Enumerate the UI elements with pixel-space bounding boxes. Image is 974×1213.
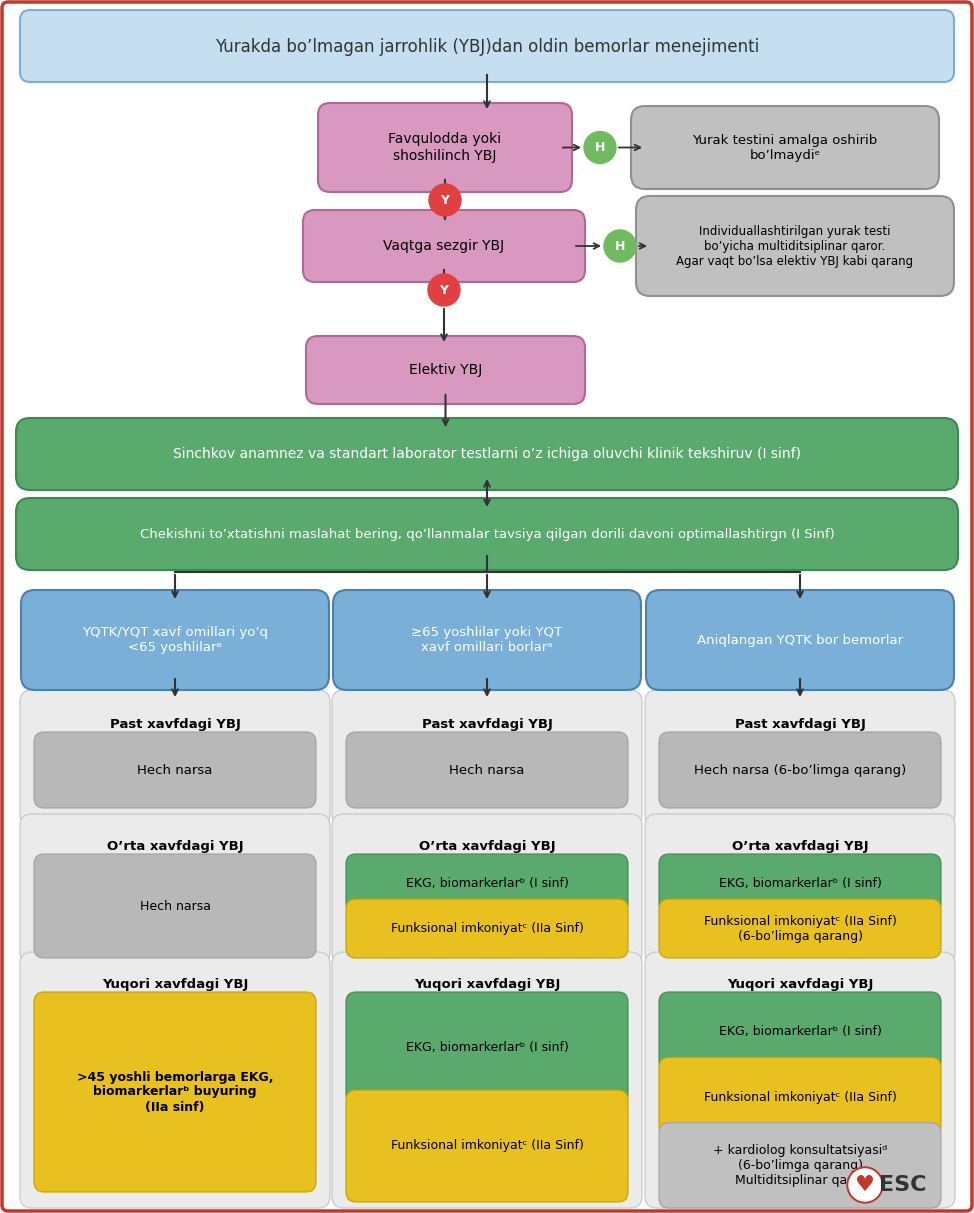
FancyBboxPatch shape xyxy=(332,814,642,964)
FancyBboxPatch shape xyxy=(16,499,958,570)
FancyBboxPatch shape xyxy=(34,731,316,808)
Text: Yuqori xavfdagi YBJ: Yuqori xavfdagi YBJ xyxy=(414,978,560,991)
Circle shape xyxy=(428,274,460,306)
FancyBboxPatch shape xyxy=(346,854,628,913)
Text: Y: Y xyxy=(439,284,448,296)
Text: ESC: ESC xyxy=(880,1175,926,1195)
Text: Hech narsa (6-bo’limga qarang): Hech narsa (6-bo’limga qarang) xyxy=(693,763,906,776)
Text: Past xavfdagi YBJ: Past xavfdagi YBJ xyxy=(422,718,552,730)
Text: Individuallashtirilgan yurak testi
bo’yicha multiditsiplinar qaror.
Agar vaqt bo: Individuallashtirilgan yurak testi bo’yi… xyxy=(676,224,914,268)
Text: ≥65 yoshlilar yoki YQT
xavf omillari borlarᵃ: ≥65 yoshlilar yoki YQT xavf omillari bor… xyxy=(411,626,563,654)
Text: ♥: ♥ xyxy=(855,1175,875,1195)
FancyBboxPatch shape xyxy=(631,106,939,189)
Circle shape xyxy=(604,230,636,262)
FancyBboxPatch shape xyxy=(659,1058,941,1137)
Text: Sinchkov anamnez va standart laborator testlarni o’z ichiga oluvchi klinik teksh: Sinchkov anamnez va standart laborator t… xyxy=(173,448,801,461)
Text: >45 yoshli bemorlarga EKG,
biomarkerlarᵇ buyuring
(IIa sinf): >45 yoshli bemorlarga EKG, biomarkerlarᵇ… xyxy=(77,1071,274,1114)
FancyBboxPatch shape xyxy=(346,1090,628,1202)
Circle shape xyxy=(429,184,461,216)
Text: Funksional imkoniyatᶜ (IIa Sinf): Funksional imkoniyatᶜ (IIa Sinf) xyxy=(391,1139,583,1152)
FancyBboxPatch shape xyxy=(636,197,954,296)
Text: Yuqori xavfdagi YBJ: Yuqori xavfdagi YBJ xyxy=(727,978,873,991)
FancyBboxPatch shape xyxy=(346,731,628,808)
Text: Yuqori xavfdagi YBJ: Yuqori xavfdagi YBJ xyxy=(102,978,248,991)
FancyBboxPatch shape xyxy=(303,210,585,281)
Text: Yurakda bo’lmagan jarrohlik (YBJ)dan oldin bemorlar menejimenti: Yurakda bo’lmagan jarrohlik (YBJ)dan old… xyxy=(215,38,759,56)
Text: Funksional imkoniyatᶜ (IIa Sinf): Funksional imkoniyatᶜ (IIa Sinf) xyxy=(391,922,583,935)
FancyBboxPatch shape xyxy=(20,952,330,1208)
Text: H: H xyxy=(615,239,625,252)
FancyBboxPatch shape xyxy=(346,899,628,958)
FancyBboxPatch shape xyxy=(20,690,330,826)
Text: Hech narsa: Hech narsa xyxy=(139,900,210,912)
Text: O’rta xavfdagi YBJ: O’rta xavfdagi YBJ xyxy=(107,839,244,853)
FancyBboxPatch shape xyxy=(646,590,954,690)
Text: YQTK/YQT xavf omillari yo’q
<65 yoshlilarᵃ: YQTK/YQT xavf omillari yo’q <65 yoshlila… xyxy=(82,626,268,654)
FancyBboxPatch shape xyxy=(659,1123,941,1208)
Circle shape xyxy=(849,1169,881,1201)
Text: Y: Y xyxy=(440,194,449,206)
Text: Chekishni to’xtatishni maslahat bering, qo’llanmalar tavsiya qilgan dorili davon: Chekishni to’xtatishni maslahat bering, … xyxy=(139,528,835,541)
FancyBboxPatch shape xyxy=(306,336,585,404)
Text: O’rta xavfdagi YBJ: O’rta xavfdagi YBJ xyxy=(731,839,868,853)
Circle shape xyxy=(847,1167,883,1203)
Circle shape xyxy=(584,131,616,164)
Text: EKG, biomarkerlarᵇ (I sinf): EKG, biomarkerlarᵇ (I sinf) xyxy=(405,877,569,890)
FancyBboxPatch shape xyxy=(659,899,941,958)
Text: Past xavfdagi YBJ: Past xavfdagi YBJ xyxy=(109,718,241,730)
Text: Hech narsa: Hech narsa xyxy=(137,763,212,776)
FancyBboxPatch shape xyxy=(20,10,954,82)
FancyBboxPatch shape xyxy=(20,814,330,964)
FancyBboxPatch shape xyxy=(333,590,641,690)
FancyBboxPatch shape xyxy=(16,418,958,490)
FancyBboxPatch shape xyxy=(659,992,941,1071)
FancyBboxPatch shape xyxy=(346,992,628,1104)
Text: Past xavfdagi YBJ: Past xavfdagi YBJ xyxy=(734,718,866,730)
FancyBboxPatch shape xyxy=(645,690,955,826)
FancyBboxPatch shape xyxy=(659,731,941,808)
FancyBboxPatch shape xyxy=(318,103,572,192)
Text: H: H xyxy=(595,141,605,154)
Text: Hech narsa: Hech narsa xyxy=(449,763,525,776)
Text: EKG, biomarkerlarᵇ (I sinf): EKG, biomarkerlarᵇ (I sinf) xyxy=(405,1042,569,1054)
Text: Funksional imkoniyatᶜ (IIa Sinf)
(6-bo’limga qarang): Funksional imkoniyatᶜ (IIa Sinf) (6-bo’l… xyxy=(703,915,896,943)
Text: + kardiolog konsultatsiyasiᵈ
(6-bo’limga qarang)
Multiditsiplinar qaror: + kardiolog konsultatsiyasiᵈ (6-bo’limga… xyxy=(713,1144,887,1186)
FancyBboxPatch shape xyxy=(34,992,316,1192)
Circle shape xyxy=(851,1171,879,1198)
Text: Aniqlangan YQTK bor bemorlar: Aniqlangan YQTK bor bemorlar xyxy=(697,633,903,647)
Text: O’rta xavfdagi YBJ: O’rta xavfdagi YBJ xyxy=(419,839,555,853)
Text: Funksional imkoniyatᶜ (IIa Sinf): Funksional imkoniyatᶜ (IIa Sinf) xyxy=(703,1090,896,1104)
Text: Vaqtga sezgir YBJ: Vaqtga sezgir YBJ xyxy=(384,239,505,254)
Text: Elektiv YBJ: Elektiv YBJ xyxy=(409,363,482,377)
FancyBboxPatch shape xyxy=(34,854,316,958)
Text: EKG, biomarkerlarᵇ (I sinf): EKG, biomarkerlarᵇ (I sinf) xyxy=(719,877,881,890)
FancyBboxPatch shape xyxy=(645,814,955,964)
Text: EKG, biomarkerlarᵇ (I sinf): EKG, biomarkerlarᵇ (I sinf) xyxy=(719,1025,881,1038)
Text: Yurak testini amalga oshirib
bo’lmaydiᵉ: Yurak testini amalga oshirib bo’lmaydiᵉ xyxy=(693,133,878,161)
FancyBboxPatch shape xyxy=(659,854,941,913)
FancyBboxPatch shape xyxy=(332,952,642,1208)
FancyBboxPatch shape xyxy=(645,952,955,1208)
FancyBboxPatch shape xyxy=(21,590,329,690)
Text: Favqulodda yoki
shoshilinch YBJ: Favqulodda yoki shoshilinch YBJ xyxy=(389,132,502,163)
FancyBboxPatch shape xyxy=(332,690,642,826)
